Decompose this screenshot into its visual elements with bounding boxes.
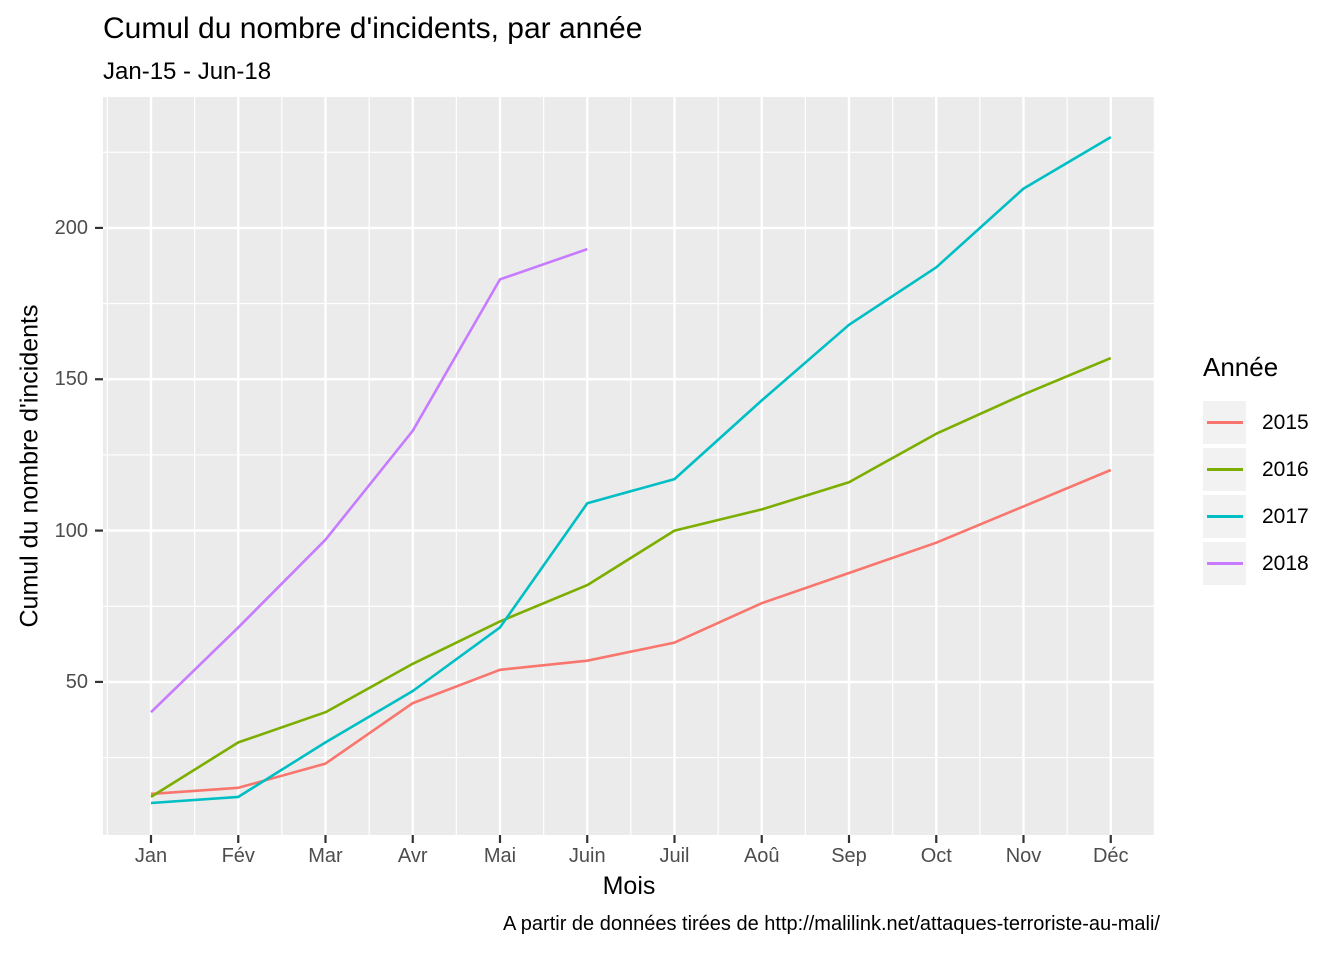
legend-entry-2015: 2015 bbox=[1203, 401, 1309, 444]
plot-panel bbox=[103, 97, 1155, 835]
legend-title: Année bbox=[1203, 352, 1279, 382]
legend-label: 2015 bbox=[1262, 410, 1309, 434]
legend-key-line bbox=[1206, 468, 1243, 471]
x-tick-label-Jan: Jan bbox=[134, 845, 168, 867]
x-tick-label-Aoû: Aoû bbox=[743, 845, 780, 867]
x-tick-label-Sep: Sep bbox=[831, 845, 867, 867]
series-line-2018 bbox=[150, 247, 588, 714]
legend-entry-2016: 2016 bbox=[1203, 448, 1309, 491]
legend-label: 2017 bbox=[1262, 504, 1309, 528]
x-tick-label-Fév: Fév bbox=[221, 845, 255, 867]
x-tick-label-Nov: Nov bbox=[1005, 845, 1042, 867]
y-tick-label-50: 50 bbox=[65, 670, 88, 693]
y-axis-title: Cumul du nombre d'incidents bbox=[15, 304, 44, 628]
chart-subtitle: Jan-15 - Jun-18 bbox=[103, 58, 272, 85]
legend-key-swatch bbox=[1203, 448, 1246, 491]
x-tick-label-Juil: Juil bbox=[659, 845, 690, 867]
series-line-2017 bbox=[150, 135, 1112, 805]
legend-key-swatch bbox=[1203, 495, 1246, 538]
x-tick-label-Mar: Mar bbox=[308, 845, 343, 867]
legend-entries: 2015 2016 2017 2018 bbox=[1203, 401, 1309, 585]
series-line-2015 bbox=[150, 468, 1112, 796]
legend: Année 2015 2016 2017 2018 bbox=[1203, 352, 1309, 589]
x-axis-title: Mois bbox=[602, 872, 656, 900]
legend-entry-2017: 2017 bbox=[1203, 495, 1309, 538]
caption: A partir de données tirées de http://mal… bbox=[503, 913, 1160, 935]
legend-key-line bbox=[1206, 562, 1243, 565]
x-tick-label-Déc: Déc bbox=[1092, 845, 1129, 867]
legend-label: 2016 bbox=[1262, 457, 1309, 481]
x-tick-label-Oct: Oct bbox=[920, 845, 952, 867]
legend-key-line bbox=[1206, 421, 1243, 424]
y-tick-label-100: 100 bbox=[54, 519, 88, 542]
y-tick-label-150: 150 bbox=[54, 368, 88, 391]
legend-label: 2018 bbox=[1262, 551, 1309, 575]
x-tick-label-Avr: Avr bbox=[397, 845, 428, 867]
y-tick-label-200: 200 bbox=[54, 216, 88, 239]
legend-key-swatch bbox=[1203, 401, 1246, 444]
x-tick-label-Mai: Mai bbox=[483, 845, 517, 867]
x-tick-label-Juin: Juin bbox=[568, 845, 606, 867]
chart-title: Cumul du nombre d'incidents, par année bbox=[103, 12, 643, 45]
legend-key-swatch bbox=[1203, 542, 1246, 585]
series-line-2016 bbox=[150, 356, 1112, 799]
legend-entry-2018: 2018 bbox=[1203, 542, 1309, 585]
legend-key-line bbox=[1206, 515, 1243, 518]
